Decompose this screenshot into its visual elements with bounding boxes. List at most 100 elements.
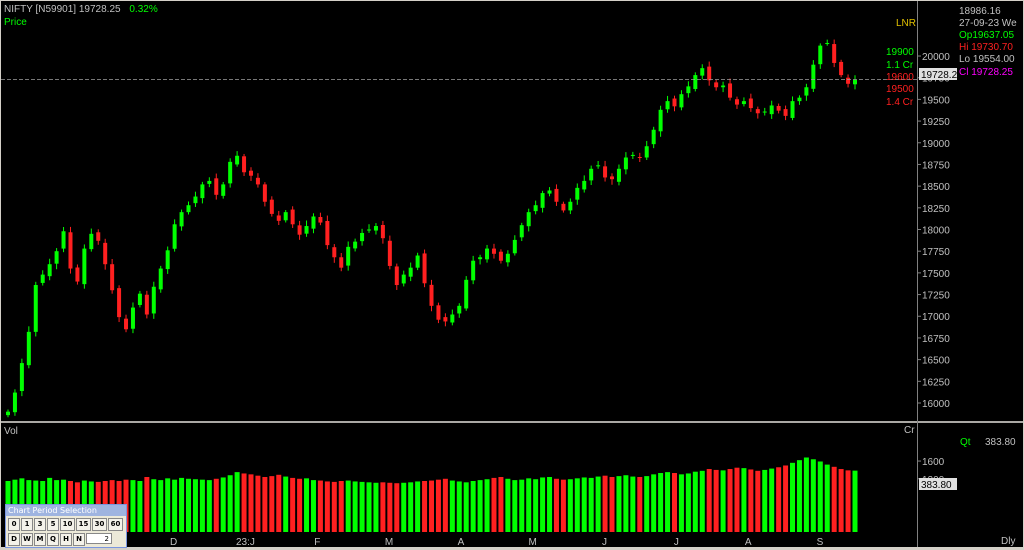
candle-body <box>554 188 559 202</box>
last-price-text: 19728.25 <box>79 4 121 15</box>
candle-body <box>269 199 274 214</box>
volume-bar <box>776 467 782 532</box>
candle-body <box>825 43 830 45</box>
volume-bar <box>574 478 580 532</box>
volume-bar <box>199 479 205 532</box>
period-count-input[interactable]: 2 <box>86 533 112 544</box>
candle-body <box>755 109 760 114</box>
candle-body <box>610 176 615 180</box>
price-tick-label: 17000 <box>922 312 950 323</box>
candle-body <box>457 305 462 314</box>
candle-body <box>665 101 670 110</box>
volume-bar <box>151 479 157 532</box>
volume-bar <box>526 478 532 532</box>
candle-body <box>568 201 573 211</box>
volume-bar <box>304 478 310 532</box>
bid-price-a-label: 19600 <box>886 72 914 83</box>
candle-body <box>339 257 344 268</box>
candle-body <box>811 64 816 89</box>
volume-bar <box>331 481 337 532</box>
candle-body <box>429 284 434 306</box>
volume-bar <box>317 480 323 532</box>
period-button-30[interactable]: 30 <box>92 518 107 531</box>
price-tick-label: 19500 <box>922 95 950 106</box>
price-tick-label: 16750 <box>922 334 950 345</box>
period-button-1[interactable]: 1 <box>21 518 33 531</box>
volume-bar <box>394 483 400 532</box>
volume-bar <box>241 473 247 532</box>
candle-body <box>575 187 580 200</box>
x-tick-label: F <box>314 537 320 548</box>
candle-body <box>589 168 594 181</box>
volume-bar <box>338 481 344 532</box>
candle-body <box>61 231 66 249</box>
candle-body <box>485 248 490 260</box>
volume-bar <box>366 482 372 532</box>
candle-body <box>96 232 101 241</box>
period-button-n[interactable]: N <box>73 533 85 546</box>
volume-bar <box>234 472 240 532</box>
volume-bar <box>192 479 198 532</box>
volume-bar <box>665 472 671 532</box>
candle-body <box>103 242 108 265</box>
period-button-60[interactable]: 60 <box>108 518 123 531</box>
price-tick-label: 17250 <box>922 291 950 302</box>
volume-unit-label: Cr <box>904 425 915 436</box>
period-button-w[interactable]: W <box>21 533 33 546</box>
interval-label: Dly <box>1001 536 1015 547</box>
volume-bar <box>422 481 428 532</box>
volume-bar <box>227 475 233 532</box>
ask-price-label: 19900 <box>886 47 914 58</box>
period-button-h[interactable]: H <box>60 533 72 546</box>
volume-bar <box>706 469 712 532</box>
candle-body <box>179 212 184 227</box>
period-button-15[interactable]: 15 <box>76 518 91 531</box>
period-button-m[interactable]: M <box>34 533 46 546</box>
period-button-q[interactable]: Q <box>47 533 59 546</box>
volume-bar <box>408 482 414 532</box>
candle-body <box>700 68 705 76</box>
candle-body <box>214 178 219 195</box>
volume-bar <box>734 467 740 532</box>
candle-body <box>360 232 365 242</box>
volume-bar <box>623 475 629 532</box>
volume-bar <box>130 480 136 532</box>
volume-bar <box>477 480 483 532</box>
candle-body <box>547 190 552 194</box>
volume-bar <box>484 479 490 532</box>
candle-body <box>561 203 566 211</box>
volume-bar <box>609 477 615 532</box>
period-button-10[interactable]: 10 <box>60 518 75 531</box>
ask-qty-label: 1.1 Cr <box>886 60 914 71</box>
candle-body <box>533 205 538 212</box>
period-button-d[interactable]: D <box>8 533 20 546</box>
candle-body <box>714 82 719 88</box>
price-tick-label: 20000 <box>922 52 950 63</box>
x-tick-label: D <box>170 537 177 548</box>
candle-body <box>158 268 163 290</box>
volume-bar <box>845 470 851 532</box>
volume-bar <box>581 477 587 532</box>
candle-body <box>762 111 767 113</box>
volume-bar <box>824 464 830 532</box>
qt-label: Qt <box>960 437 971 448</box>
volume-bar <box>449 480 455 532</box>
volume-bar <box>276 474 282 532</box>
candle-body <box>422 253 427 284</box>
candle-body <box>130 307 135 329</box>
period-button-0[interactable]: 0 <box>8 518 20 531</box>
qt-value: 383.80 <box>985 437 1016 448</box>
candle-body <box>443 317 448 322</box>
volume-bar <box>796 460 802 532</box>
candle-body <box>741 101 746 105</box>
volume-bar <box>533 479 539 532</box>
candle-body <box>12 392 17 413</box>
period-button-3[interactable]: 3 <box>34 518 46 531</box>
volume-bar <box>324 481 330 532</box>
candle-body <box>144 294 149 315</box>
candle-body <box>734 99 739 105</box>
price-tick-label: 16500 <box>922 356 950 367</box>
period-button-5[interactable]: 5 <box>47 518 59 531</box>
candle-body <box>783 109 788 116</box>
volume-bar <box>283 476 289 532</box>
